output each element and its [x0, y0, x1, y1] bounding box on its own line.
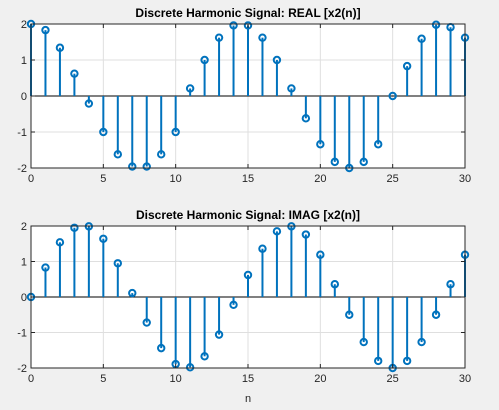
real-stem-marker	[388, 91, 397, 101]
real-y-tick-label: -2	[17, 163, 27, 175]
real-stem-marker	[258, 33, 267, 42]
imag-y-tick-label: 1	[21, 257, 27, 269]
imag-title: Discrete Harmonic Signal: IMAG [x2(n)]	[136, 208, 360, 222]
imag-x-label: n	[245, 393, 251, 405]
imag-stem-marker	[70, 223, 79, 232]
imag-stem-marker	[157, 343, 166, 353]
real-x-tick-label: 0	[28, 173, 34, 185]
real-x-tick-label: 10	[170, 173, 182, 185]
imag-stem-marker	[99, 234, 108, 243]
imag-stem-marker	[200, 352, 209, 361]
imag-x-tick-label: 10	[170, 373, 182, 385]
real-stem-marker	[171, 127, 180, 137]
real-stem-marker	[330, 157, 339, 167]
imag-stem-marker	[374, 356, 383, 366]
imag-stem-marker	[229, 300, 238, 310]
real-x-tick-label: 25	[387, 173, 399, 185]
real-stem-marker	[113, 150, 123, 159]
real-stem-marker	[70, 69, 79, 78]
imag-x-tick-label: 30	[459, 373, 471, 385]
real-stem-marker	[142, 162, 151, 171]
imag-stem-marker	[214, 330, 224, 339]
real-y-tick-label: 1	[21, 55, 27, 67]
imag-stem-marker	[55, 238, 65, 247]
real-y-tick-label: -1	[17, 127, 27, 139]
imag-stem-marker	[345, 310, 354, 319]
imag-stem-marker	[243, 270, 253, 280]
imag-x-tick-label: 20	[314, 373, 326, 385]
real-stem-marker	[402, 61, 412, 71]
imag-stem-marker	[431, 310, 441, 319]
real-stem-marker	[55, 43, 65, 52]
imag-stem-marker	[185, 363, 195, 372]
real-x-tick-label: 30	[459, 173, 471, 185]
imag-stem-marker	[359, 337, 368, 347]
imag-stem-marker	[446, 280, 455, 289]
imag-stem-marker	[113, 259, 123, 268]
real-stem-marker	[301, 114, 311, 123]
real-y-tick-label: 0	[21, 91, 27, 103]
imag-stem-marker	[258, 244, 267, 253]
imag-x-tick-label: 5	[100, 373, 106, 385]
real-stem-marker	[41, 25, 50, 35]
real-stem-marker	[229, 21, 238, 30]
real-x-tick-label: 20	[314, 173, 326, 185]
real-stem-marker	[214, 33, 224, 42]
imag-stem-marker	[41, 263, 50, 272]
real-stem-marker	[128, 162, 137, 171]
imag-stem-marker	[301, 230, 311, 239]
imag-y-tick-label: 2	[21, 221, 27, 233]
imag-x-tick-label: 15	[242, 373, 254, 385]
real-title: Discrete Harmonic Signal: REAL [x2(n)]	[135, 6, 360, 20]
real-stem-marker	[316, 140, 325, 149]
real-stem-marker	[185, 84, 195, 93]
real-stem-marker	[243, 21, 253, 30]
real-stem-marker	[272, 55, 282, 65]
real-stem-marker	[200, 55, 209, 65]
real-stem-marker	[431, 20, 441, 29]
imag-x-tick-label: 25	[387, 373, 399, 385]
imag-stem-marker	[142, 318, 151, 327]
axes-imag: Discrete Harmonic Signal: IMAG [x2(n)] n…	[17, 208, 471, 405]
imag-stem-marker	[330, 280, 339, 289]
real-stem-marker	[287, 84, 296, 93]
imag-stem-marker	[417, 337, 426, 347]
imag-stem-marker	[272, 227, 282, 236]
imag-y-tick-label: -2	[17, 363, 27, 375]
real-stem-marker	[417, 34, 426, 43]
real-stem-marker	[99, 127, 108, 137]
real-x-tick-label: 15	[242, 173, 254, 185]
imag-stem-marker	[402, 356, 412, 366]
imag-stem-marker	[316, 250, 325, 259]
imag-y-tick-label: -1	[17, 328, 27, 340]
real-x-tick-label: 5	[100, 173, 106, 185]
axes-real: Discrete Harmonic Signal: REAL [x2(n)] 0…	[17, 6, 471, 185]
real-stem-marker	[157, 150, 166, 159]
imag-x-tick-label: 0	[28, 373, 34, 385]
real-stem-marker	[359, 157, 368, 167]
imag-y-tick-label: 0	[21, 292, 27, 304]
real-y-tick-label: 2	[21, 19, 27, 31]
real-stem-marker	[374, 140, 383, 149]
imag-stem-marker	[128, 288, 137, 298]
real-stem-marker	[84, 99, 94, 108]
